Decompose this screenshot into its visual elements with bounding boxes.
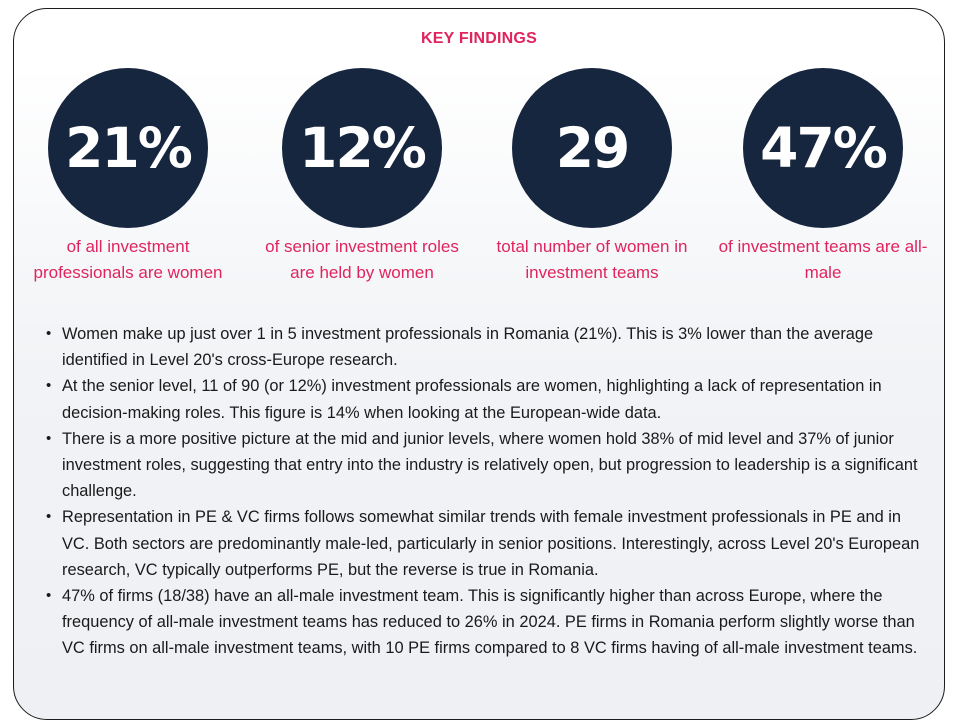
stat-women-professionals: 21% of all investment professionals are … — [18, 68, 238, 286]
stat-caption: of investment teams are all-male — [718, 237, 928, 282]
stat-circle: 29 — [512, 68, 672, 228]
findings-list: Women make up just over 1 in 5 investmen… — [46, 321, 926, 662]
finding-item: 47% of firms (18/38) have an all-male in… — [46, 583, 926, 662]
stat-caption: of all investment professionals are wome… — [33, 237, 223, 282]
stat-circle: 47% — [743, 68, 903, 228]
stat-all-male-teams: 47% of investment teams are all-male — [713, 68, 933, 286]
stat-circle: 12% — [282, 68, 442, 228]
stat-circle: 21% — [48, 68, 208, 228]
finding-item: There is a more positive picture at the … — [46, 426, 926, 505]
finding-item: At the senior level, 11 of 90 (or 12%) i… — [46, 373, 926, 425]
stat-senior-roles: 12% of senior investment roles are held … — [252, 68, 472, 286]
finding-item: Representation in PE & VC firms follows … — [46, 504, 926, 583]
stat-caption: of senior investment roles are held by w… — [265, 237, 459, 282]
section-title: KEY FINDINGS — [421, 30, 537, 47]
finding-item: Women make up just over 1 in 5 investmen… — [46, 321, 926, 373]
stat-caption: total number of women in investment team… — [496, 237, 688, 282]
stat-total-women: 29 total number of women in investment t… — [482, 68, 702, 286]
